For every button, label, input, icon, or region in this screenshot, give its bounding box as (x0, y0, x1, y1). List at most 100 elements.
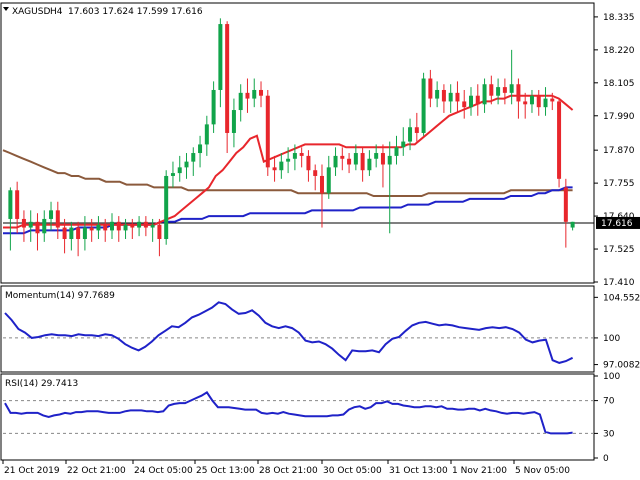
candle (353, 144, 358, 171)
candle-body (462, 101, 467, 108)
momentum-y-axis: 104.5524 100 97.0082 (594, 293, 640, 371)
candle-body (8, 190, 13, 219)
x-tick-label: 24 Oct 05:00 (134, 466, 193, 476)
indicator-tick-label: 97.0082 (603, 361, 640, 371)
rsi-panel-frame (0, 373, 595, 461)
candle (299, 147, 304, 168)
momentum-title: Momentum(14) 97.7689 (5, 291, 115, 301)
candle-body (143, 221, 148, 228)
indicator-tick-label: 0 (603, 454, 609, 464)
candle-body (347, 158, 352, 165)
candle (408, 118, 413, 151)
candle-body (204, 124, 209, 145)
candle (204, 115, 209, 156)
candle (96, 216, 101, 240)
candle-body (353, 153, 358, 165)
chart-marker-icon (3, 7, 9, 11)
candle (563, 178, 568, 248)
candle (164, 170, 169, 245)
candle (523, 92, 528, 119)
candle (286, 147, 291, 174)
candle (536, 89, 541, 116)
candle (198, 135, 203, 168)
candle (333, 147, 338, 176)
indicator-tick-label: 104.5524 (603, 293, 640, 303)
candle (8, 187, 13, 251)
candle (360, 147, 365, 182)
candle (245, 78, 250, 113)
candle-body (489, 84, 494, 96)
candle (279, 153, 284, 179)
candle-body (557, 101, 562, 179)
x-tick-label: 1 Nov 21:00 (452, 466, 507, 476)
candle (414, 112, 419, 142)
candle (401, 127, 406, 156)
ohlc-values: 17.603 17.624 17.599 17.616 (68, 7, 203, 17)
candle (509, 49, 514, 105)
candle (529, 89, 534, 113)
candle-body (238, 92, 243, 111)
candle-body (394, 147, 399, 156)
candle (238, 84, 243, 122)
candle-body (292, 153, 297, 159)
candle-body (496, 87, 501, 96)
candle (15, 181, 20, 234)
candle-body (299, 153, 304, 156)
price-tick-label: 17.755 (603, 179, 635, 189)
price-tick-label: 17.870 (603, 146, 635, 156)
candle-body (21, 218, 26, 228)
candle (82, 216, 87, 251)
candle (570, 221, 575, 231)
candle-body (374, 153, 379, 159)
price-plot (2, 18, 594, 257)
candle (137, 216, 142, 237)
candle (130, 218, 135, 240)
candle (326, 155, 331, 199)
timeframe-label: H4 (50, 7, 63, 17)
x-tick-label: 28 Oct 21:00 (259, 466, 318, 476)
candle (489, 75, 494, 105)
candle (21, 210, 26, 242)
candle (428, 69, 433, 108)
candle-body (448, 92, 453, 102)
indicator-tick-label: 100 (603, 334, 620, 344)
candle-body (137, 221, 142, 228)
candle-body (543, 98, 548, 108)
candle (502, 78, 507, 105)
candle-body (306, 155, 311, 171)
candle-body (360, 153, 365, 171)
candle-body (103, 224, 108, 231)
candle-body (35, 221, 40, 234)
candle (259, 81, 264, 108)
candle-body (198, 144, 203, 154)
candle-body (62, 227, 67, 240)
candle-body (123, 224, 128, 231)
candle (62, 218, 67, 254)
price-tick-label: 17.525 (603, 245, 635, 255)
indicator-tick-label: 100 (603, 372, 620, 382)
candle-body (130, 224, 135, 228)
candle (367, 150, 372, 176)
price-tick-label: 18.105 (603, 79, 635, 89)
candle (292, 144, 297, 171)
candle-body (245, 92, 250, 99)
candle-body (150, 224, 155, 228)
price-panel-frame (0, 2, 595, 284)
candle (550, 92, 555, 111)
candle-body (455, 92, 460, 102)
candle (211, 81, 216, 133)
candle (347, 153, 352, 174)
price-tick-label: 17.990 (603, 112, 635, 122)
candle-body (82, 227, 87, 240)
candle (435, 81, 440, 108)
candle-body (550, 98, 555, 102)
candle-body (333, 155, 338, 168)
momentum-plot (3, 301, 594, 364)
x-tick-label: 31 Oct 13:00 (389, 466, 448, 476)
candle (441, 84, 446, 113)
x-tick-label: 22 Oct 21:00 (67, 466, 126, 476)
candle (340, 147, 345, 171)
candle-body (482, 84, 487, 105)
candle-body (313, 170, 318, 176)
candle-body (286, 158, 291, 162)
